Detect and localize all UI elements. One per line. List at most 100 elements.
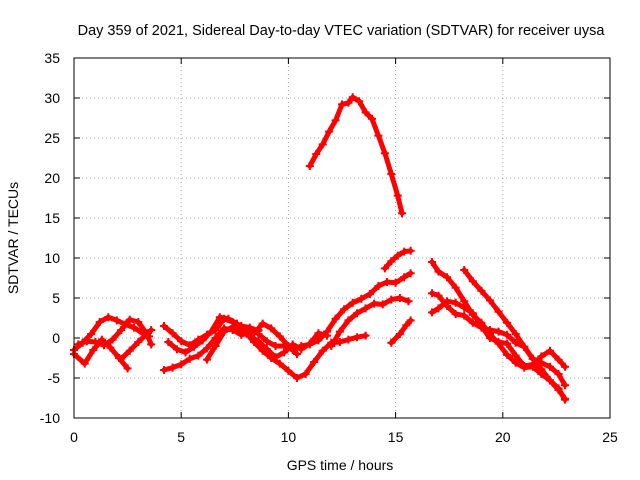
data-point (267, 354, 276, 362)
data-point (503, 350, 512, 359)
data-point (460, 266, 469, 274)
x-axis-label: GPS time / hours (287, 457, 394, 473)
data-point (160, 366, 169, 374)
data-point (428, 289, 437, 298)
series-trace (307, 94, 405, 216)
data-point (288, 346, 297, 354)
plot-area (70, 93, 569, 404)
data-point (460, 297, 469, 306)
data-point (468, 277, 477, 286)
series-trace (328, 295, 411, 349)
data-point (380, 149, 389, 158)
series-trace (75, 317, 154, 348)
data-point (147, 326, 156, 334)
data-point (164, 338, 173, 346)
y-tick-label: 25 (44, 130, 60, 146)
data-point (258, 319, 267, 328)
data-point (202, 355, 211, 364)
data-point (168, 363, 177, 372)
data-series-arc-k (327, 294, 413, 350)
data-point (560, 362, 569, 371)
data-point (460, 311, 469, 320)
data-point (406, 316, 415, 325)
y-tick-label: 0 (52, 330, 60, 346)
series-trace (165, 314, 300, 357)
data-point (106, 343, 115, 352)
data-point (528, 362, 537, 371)
data-point (428, 258, 437, 266)
data-point (322, 327, 331, 336)
data-point (400, 273, 409, 282)
y-tick-label: -10 (40, 410, 60, 426)
data-point (254, 330, 263, 338)
data-point (168, 329, 177, 338)
data-point (305, 162, 314, 170)
y-tick-label: 10 (44, 250, 60, 266)
data-point (494, 339, 503, 348)
data-series-arc-c (74, 315, 156, 350)
data-point (528, 354, 537, 363)
data-point (406, 269, 415, 278)
data-point (370, 299, 379, 308)
data-point (560, 395, 569, 404)
data-point (123, 364, 132, 373)
data-point (312, 150, 321, 158)
data-point (220, 327, 229, 336)
data-point (406, 246, 415, 255)
y-tick-label: 20 (44, 170, 60, 186)
data-point (380, 264, 389, 273)
data-point (387, 257, 396, 266)
data-point (335, 327, 344, 336)
data-point (374, 282, 383, 290)
data-point (262, 337, 271, 346)
data-point (95, 318, 104, 326)
data-point (348, 93, 357, 102)
data-point (314, 336, 323, 345)
data-point (387, 170, 396, 178)
data-point (503, 339, 512, 348)
data-point (318, 140, 327, 149)
data-point (215, 313, 224, 322)
data-series-arc-d (117, 326, 156, 363)
data-point (485, 296, 494, 305)
data-point (172, 345, 181, 354)
data-point (125, 315, 134, 324)
data-point (398, 209, 407, 218)
data-point (250, 338, 259, 346)
y-tick-label: -5 (48, 370, 61, 386)
data-point (74, 340, 83, 349)
data-point (511, 358, 520, 367)
data-point (361, 304, 370, 313)
data-point (275, 359, 284, 368)
plot-frame (73, 57, 611, 419)
data-point (468, 318, 477, 327)
data-point (327, 342, 336, 350)
data-point (125, 346, 134, 355)
data-series-arc-n (387, 316, 415, 347)
data-point (331, 116, 340, 125)
data-point (134, 318, 143, 326)
data-point (185, 354, 194, 363)
data-point (87, 330, 96, 338)
data-point (198, 336, 207, 345)
data-point (434, 267, 443, 276)
data-point (211, 342, 220, 350)
data-point (117, 354, 126, 363)
series-trace (388, 317, 414, 346)
data-point (404, 297, 413, 306)
data-point (503, 330, 512, 339)
data-point (361, 331, 370, 340)
data-point (477, 323, 486, 332)
data-point (241, 328, 250, 337)
data-point (310, 358, 319, 366)
data-point (368, 114, 377, 123)
data-point (335, 338, 344, 346)
data-point (181, 348, 190, 357)
data-point (91, 338, 100, 346)
data-point (357, 294, 366, 303)
x-tick-label: 5 (177, 429, 185, 445)
data-point (494, 327, 503, 336)
chart-title: Day 359 of 2021, Sidereal Day-to-day VTE… (78, 23, 606, 39)
data-point (344, 98, 353, 107)
data-point (374, 131, 383, 140)
